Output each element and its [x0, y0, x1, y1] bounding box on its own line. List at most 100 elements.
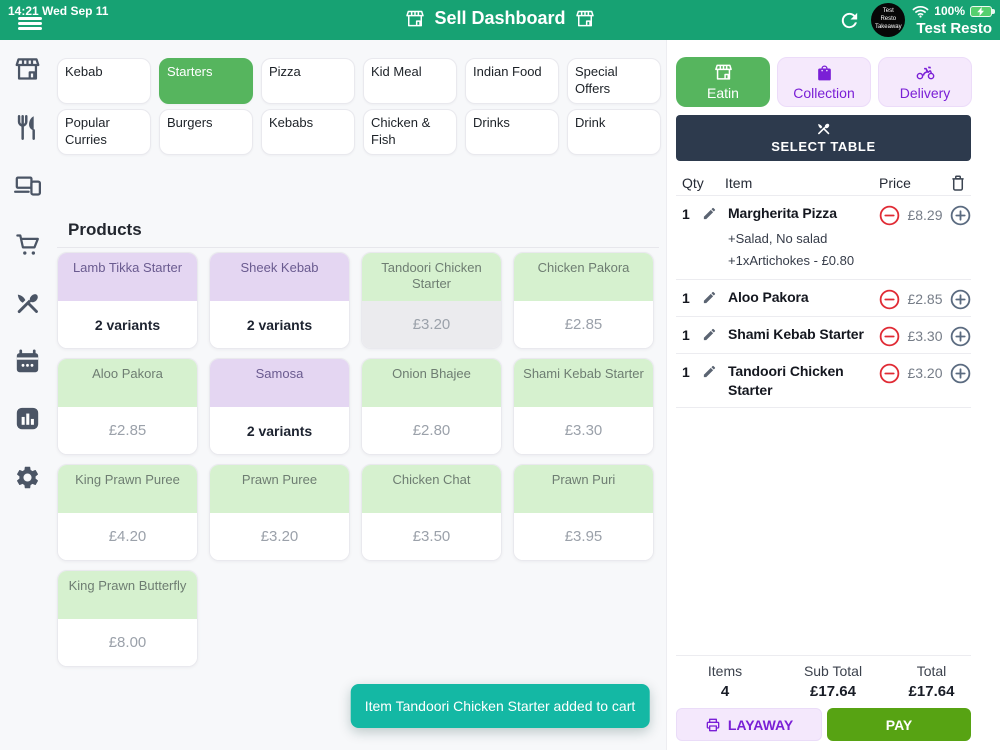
product-name: King Prawn Butterfly: [68, 578, 187, 593]
cart-item-qty: 1: [682, 363, 690, 380]
category-tab-chicken-fish[interactable]: Chicken & Fish: [363, 109, 457, 155]
cart-item-name: Margherita Pizza: [728, 205, 837, 221]
category-tab-special-offers[interactable]: Special Offers: [567, 58, 661, 104]
battery-percentage: 100%: [934, 4, 965, 18]
product-name: Aloo Pakora: [92, 366, 163, 381]
trash-icon[interactable]: [949, 174, 967, 192]
category-label: Kid Meal: [371, 64, 422, 79]
devices-icon[interactable]: [14, 172, 41, 199]
product-detail: £2.85: [564, 316, 603, 333]
category-tab-pizza[interactable]: Pizza: [261, 58, 355, 104]
product-card-onion-bhajee[interactable]: Onion Bhajee £2.80: [361, 358, 502, 455]
cart-item-price: £3.30: [907, 327, 943, 344]
product-name: Prawn Puri: [551, 472, 616, 487]
cart-item-price: £8.29: [907, 207, 943, 223]
product-card-lamb-tikka-starter[interactable]: Lamb Tikka Starter 2 variants: [57, 252, 198, 349]
settings-gear-icon[interactable]: [14, 464, 41, 491]
product-card-chicken-chat[interactable]: Chicken Chat £3.50: [361, 464, 502, 561]
product-card-king-prawn-puree[interactable]: King Prawn Puree £4.20: [57, 464, 198, 561]
product-detail: £3.50: [412, 528, 451, 545]
order-type-collection-button[interactable]: Collection: [777, 57, 871, 107]
product-card-king-prawn-butterfly[interactable]: King Prawn Butterfly £8.00: [57, 570, 198, 667]
cart-column-qty: Qty: [682, 174, 704, 191]
store-icon[interactable]: [14, 56, 41, 83]
increase-quantity-button[interactable]: [950, 204, 971, 226]
edit-item-icon[interactable]: [702, 288, 728, 305]
product-detail: £3.20: [412, 316, 451, 333]
category-tab-kebab[interactable]: Kebab: [57, 58, 151, 104]
refresh-icon[interactable]: [838, 9, 861, 32]
bar-chart-icon[interactable]: [14, 405, 41, 432]
product-card-prawn-puree[interactable]: Prawn Puree £3.20: [209, 464, 350, 561]
crossed-cutlery-icon[interactable]: [14, 291, 41, 318]
select-table-button[interactable]: SELECT TABLE: [676, 115, 971, 161]
category-tab-kebabs[interactable]: Kebabs: [261, 109, 355, 155]
cart-item-qty: 1: [682, 206, 690, 222]
edit-item-icon[interactable]: [702, 325, 728, 342]
total-label: Total: [916, 663, 947, 679]
decrease-quantity-button[interactable]: [879, 362, 900, 384]
decrease-quantity-button[interactable]: [879, 204, 900, 226]
product-name: Chicken Chat: [392, 472, 471, 487]
increase-quantity-button[interactable]: [950, 362, 971, 384]
layaway-button[interactable]: LAYAWAY: [676, 708, 822, 741]
category-tab-popular-curries[interactable]: Popular Curries: [57, 109, 151, 155]
store-icon: [406, 10, 425, 26]
toast-notification: Item Tandoori Chicken Starter added to c…: [350, 684, 650, 728]
category-tab-kid-meal[interactable]: Kid Meal: [363, 58, 457, 104]
cart-header: Qty Item Price: [676, 170, 971, 196]
status-date: Wed Sep 11: [42, 4, 109, 18]
avatar[interactable]: Test Resto Takeaway: [871, 3, 906, 37]
product-card-chicken-pakora[interactable]: Chicken Pakora £2.85: [513, 252, 654, 349]
product-detail: 2 variants: [94, 316, 161, 333]
cart-row: 1 Margherita Pizza +Salad, No salad +1xAr…: [676, 196, 971, 280]
product-detail: £3.95: [564, 528, 603, 545]
calendar-icon[interactable]: [14, 348, 41, 375]
increase-quantity-button[interactable]: [950, 288, 971, 310]
printer-icon: [706, 718, 720, 731]
category-label: Kebab: [65, 64, 103, 79]
edit-item-icon[interactable]: [702, 204, 728, 221]
increase-quantity-button[interactable]: [950, 325, 971, 347]
pay-button[interactable]: PAY: [827, 708, 971, 741]
shopping-cart-icon[interactable]: [14, 231, 41, 258]
product-card-prawn-puri[interactable]: Prawn Puri £3.95: [513, 464, 654, 561]
page-title: Sell Dashboard: [434, 8, 566, 28]
product-card-tandoori-chicken-starter[interactable]: Tandoori Chicken Starter £3.20: [361, 252, 502, 349]
order-type-eatin-button[interactable]: Eatin: [676, 57, 770, 107]
category-tab-indian-food[interactable]: Indian Food: [465, 58, 559, 104]
product-name: Onion Bhajee: [392, 366, 471, 381]
product-card-aloo-pakora[interactable]: Aloo Pakora £2.85: [57, 358, 198, 455]
category-tab-starters[interactable]: Starters: [159, 58, 253, 104]
product-name: Samosa: [255, 366, 304, 381]
battery-charging-icon: [970, 5, 995, 17]
order-type-delivery-button[interactable]: Delivery: [878, 57, 972, 107]
decrease-quantity-button[interactable]: [879, 325, 900, 347]
category-grid: Kebab Starters Pizza Kid Meal Indian Food Spe…: [57, 58, 661, 155]
decrease-quantity-button[interactable]: [879, 288, 900, 310]
category-tab-burgers[interactable]: Burgers: [159, 109, 253, 155]
category-tab-drinks[interactable]: Drinks: [465, 109, 559, 155]
product-card-samosa[interactable]: Samosa 2 variants: [209, 358, 350, 455]
catalog-area: Kebab Starters Pizza Kid Meal Indian Food Spe…: [55, 40, 667, 750]
product-card-sheek-kebab[interactable]: Sheek Kebab 2 variants: [209, 252, 350, 349]
hamburger-menu-icon[interactable]: [18, 17, 42, 30]
divider: [57, 247, 659, 248]
cart-item-name: Tandoori Chicken Starter: [728, 362, 844, 398]
motorcycle-icon: [916, 66, 934, 80]
cart-row: 1 Tandoori Chicken Starter £3.20: [676, 354, 971, 408]
product-detail: £4.20: [108, 528, 147, 545]
edit-item-icon[interactable]: [702, 362, 728, 379]
product-card-shami-kebab-starter[interactable]: Shami Kebab Starter £3.30: [513, 358, 654, 455]
total-value: £17.64: [908, 683, 955, 700]
product-detail: £2.85: [108, 422, 147, 439]
cart-item-qty: 1: [682, 289, 690, 306]
cart-item-name: Shami Kebab Starter: [728, 325, 864, 342]
category-label: Indian Food: [473, 64, 542, 79]
product-detail: £2.80: [412, 422, 451, 439]
category-tab-drink[interactable]: Drink: [567, 109, 661, 155]
utensils-icon[interactable]: [14, 114, 41, 141]
subtotal-value: £17.64: [810, 683, 856, 700]
wifi-icon: [912, 5, 929, 18]
status-time: 14:21: [8, 4, 39, 18]
